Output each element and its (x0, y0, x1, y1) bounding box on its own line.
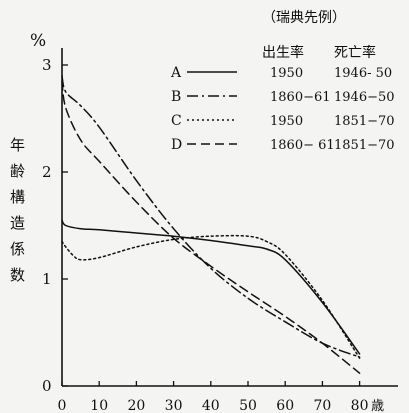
y-tick-label: 0 (42, 377, 52, 395)
y-axis-title-char: 年 (10, 136, 25, 154)
y-axis-title-char: 齢 (10, 162, 25, 180)
x-axis-unit: 歳 (371, 399, 384, 413)
y-tick-label: 3 (42, 56, 52, 74)
x-tick-label: 0 (58, 398, 67, 413)
series-lines (61, 74, 361, 374)
legend-birth-a: 1950 (270, 66, 303, 81)
chart-title: （瑞典先例） (262, 10, 346, 26)
y-axis-title-char: 数 (10, 266, 25, 284)
y-tick-label: 2 (42, 163, 52, 181)
legend-birth-c: 1950 (270, 114, 303, 129)
axes (61, 48, 398, 387)
legend-letter-a: A (170, 65, 182, 81)
x-tick-label: 60 (276, 398, 294, 413)
x-tick-label: 80 (351, 398, 369, 413)
legend-birth-d: 1860− 61 (270, 138, 335, 153)
legend-header-death-rate: 死亡率 (334, 44, 376, 61)
legend-death-c: 1851−70 (334, 114, 395, 129)
series-line-b (61, 74, 361, 358)
legend-letter-d: D (171, 137, 182, 153)
series-line-a (61, 219, 361, 355)
y-tick-label: 1 (42, 270, 52, 288)
series-line-c (61, 234, 361, 359)
x-tick-label: 20 (127, 398, 145, 413)
legend-death-d: 1851−70 (334, 138, 395, 153)
legend-death-a: 1946- 50 (334, 66, 392, 81)
x-tick-label: 50 (239, 398, 257, 413)
legend-letter-c: C (171, 113, 182, 129)
y-axis-title-char: 構 (10, 188, 25, 206)
legend-death-b: 1946−50 (334, 90, 395, 105)
x-tick-label: 30 (165, 398, 183, 413)
x-tick-label: 40 (202, 398, 220, 413)
series-line-d (61, 80, 361, 374)
y-axis-title-char: 係 (10, 240, 25, 258)
y-axis-unit: % (30, 31, 46, 51)
y-axis-title-char: 造 (10, 214, 25, 232)
legend-birth-b: 1860−61 (270, 90, 331, 105)
x-tick-label: 70 (313, 398, 331, 413)
x-tick-label: 10 (90, 398, 108, 413)
legend-header-birth-rate: 出生率 (262, 44, 304, 61)
legend-letter-b: B (171, 89, 181, 105)
legend: A 1950 1946- 50 B 1860−61 1946−50 C 1950 1851−70… (170, 65, 395, 153)
